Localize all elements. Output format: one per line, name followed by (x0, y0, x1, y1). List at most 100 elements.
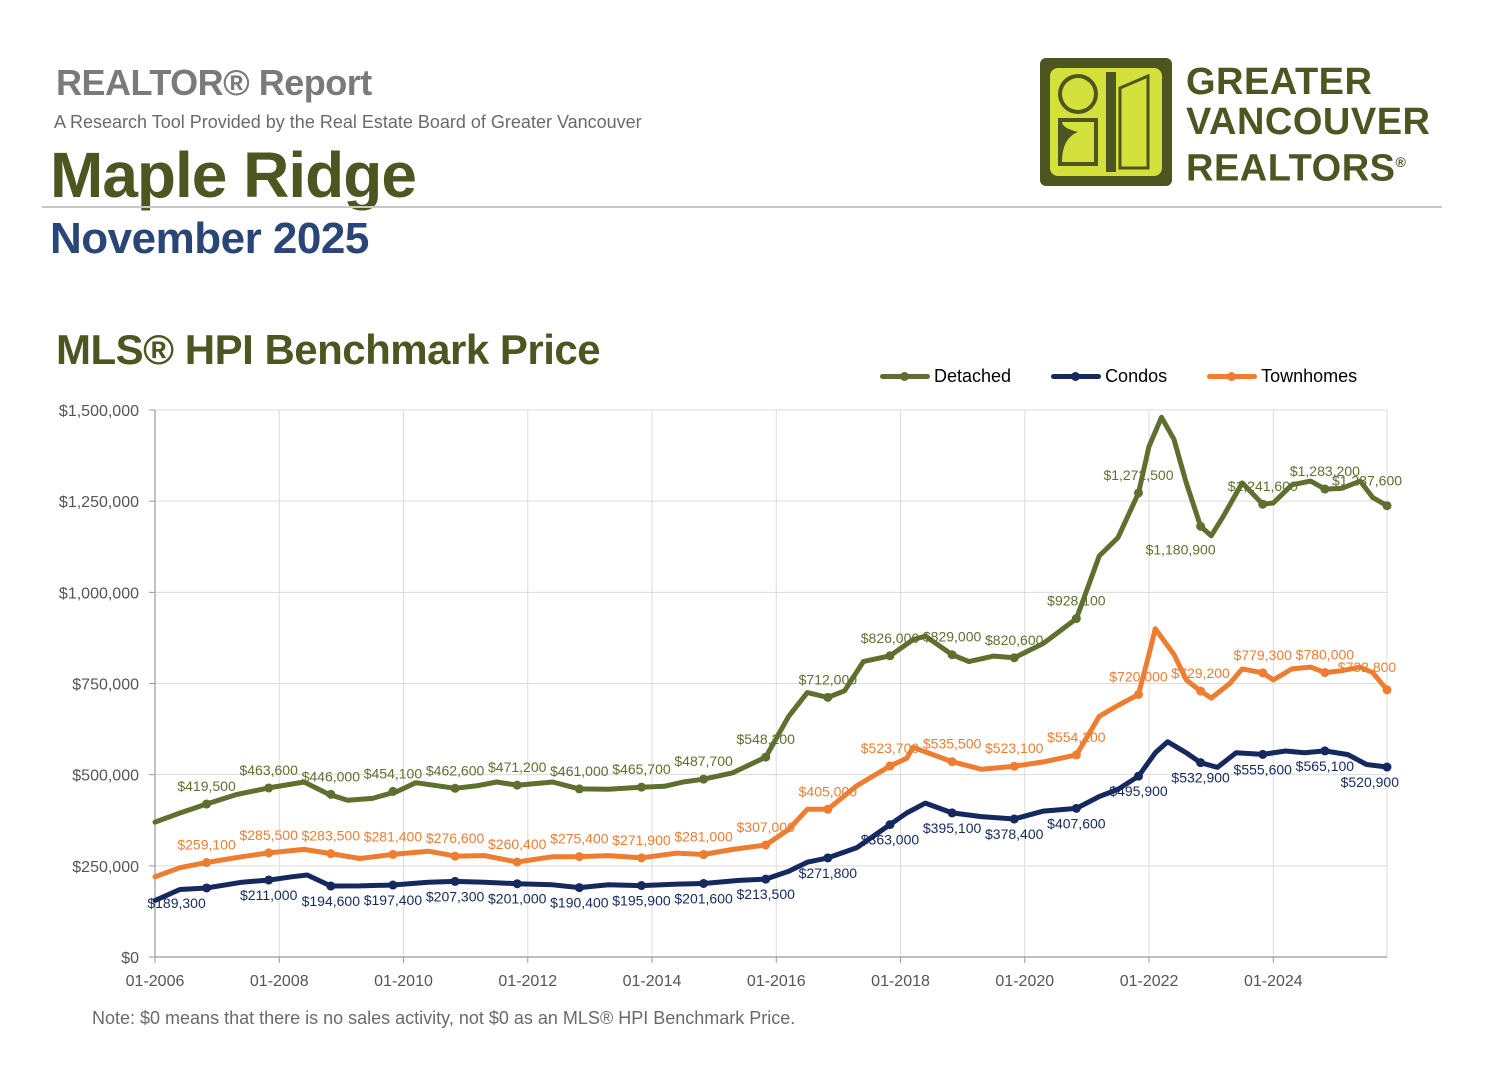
data-point-detached (885, 651, 895, 661)
data-label-detached: $826,000 (861, 630, 920, 646)
logo-line-3: REALTORS (1186, 147, 1396, 190)
y-tick-label: $750,000 (72, 677, 139, 694)
data-point-condos (1009, 814, 1019, 824)
data-label-detached: $487,700 (674, 753, 733, 769)
legend-swatch-detached (880, 372, 930, 381)
data-point-detached (202, 799, 212, 809)
data-point-detached (699, 774, 709, 784)
data-point-detached (450, 783, 460, 793)
data-label-townhomes: $732,800 (1338, 659, 1397, 675)
data-point-condos (450, 876, 460, 886)
data-label-condos: $190,400 (550, 895, 609, 911)
data-point-condos (885, 820, 895, 830)
data-label-detached: $1,180,900 (1146, 541, 1216, 557)
data-point-detached (1196, 521, 1206, 531)
report-subtitle: A Research Tool Provided by the Real Est… (54, 112, 642, 132)
data-point-condos (1196, 758, 1206, 768)
data-point-detached (1009, 653, 1019, 663)
y-tick-label: $1,250,000 (59, 494, 139, 511)
data-label-townhomes: $523,100 (985, 740, 1044, 756)
data-point-detached (1320, 484, 1330, 494)
data-point-condos (1382, 762, 1392, 772)
data-point-townhomes (1382, 685, 1392, 695)
data-point-townhomes (1009, 761, 1019, 771)
data-point-detached (1071, 614, 1081, 624)
data-point-condos (761, 874, 771, 884)
data-point-condos (1258, 749, 1268, 759)
data-point-condos (823, 853, 833, 863)
data-point-condos (947, 808, 957, 818)
data-point-townhomes (1320, 668, 1330, 678)
data-label-condos: $378,400 (985, 826, 1044, 842)
data-point-townhomes (264, 848, 274, 858)
footnote: Note: $0 means that there is no sales ac… (92, 1008, 796, 1028)
data-point-detached (264, 783, 274, 793)
legend-label-condos: Condos (1105, 366, 1168, 386)
data-label-detached: $1,241,600 (1228, 478, 1298, 494)
data-point-detached (761, 752, 771, 762)
legend-item-detached: Detached (880, 366, 1011, 387)
data-label-condos: $495,900 (1109, 783, 1168, 799)
data-label-condos: $195,900 (612, 893, 671, 909)
data-label-condos: $207,300 (426, 888, 485, 904)
data-point-condos (1071, 803, 1081, 813)
data-label-detached: $928,100 (1047, 593, 1106, 609)
data-label-detached: $462,600 (426, 762, 485, 778)
data-label-townhomes: $260,400 (488, 836, 547, 852)
data-label-townhomes: $729,200 (1171, 665, 1230, 681)
data-point-detached (823, 692, 833, 702)
data-point-townhomes (1133, 689, 1143, 699)
legend-item-condos: Condos (1051, 366, 1167, 387)
data-point-townhomes (885, 761, 895, 771)
data-point-townhomes (1196, 686, 1206, 696)
line-chart: $0 $250,000 $500,000 $750,000 $1,000,000 $1,2… (59, 403, 1402, 990)
x-tick-label: 01-2024 (1244, 973, 1303, 990)
report-period: November 2025 (50, 214, 369, 263)
data-label-condos: $194,600 (302, 893, 361, 909)
data-label-detached: $1,272,500 (1103, 467, 1173, 483)
data-label-townhomes: $307,000 (737, 819, 796, 835)
data-point-townhomes (326, 849, 336, 859)
data-label-detached: $820,600 (985, 632, 1044, 648)
data-label-townhomes: $535,500 (923, 736, 982, 752)
data-label-townhomes: $259,100 (177, 837, 236, 853)
data-point-townhomes (823, 804, 833, 814)
data-point-condos (1320, 746, 1330, 756)
data-point-condos (699, 878, 709, 888)
data-label-townhomes: $276,600 (426, 830, 485, 846)
report-label: REALTOR® Report (56, 62, 372, 103)
data-label-townhomes: $281,400 (364, 828, 423, 844)
data-point-detached (636, 782, 646, 792)
data-point-condos (512, 879, 522, 889)
data-label-townhomes: $405,000 (799, 783, 858, 799)
y-tick-label: $0 (121, 950, 139, 967)
data-point-townhomes (1071, 750, 1081, 760)
x-tick-label: 01-2008 (250, 973, 309, 990)
data-label-detached: $1,237,600 (1332, 473, 1402, 489)
data-label-condos: $189,300 (147, 895, 206, 911)
data-point-detached (388, 786, 398, 796)
data-label-townhomes: $275,400 (550, 831, 609, 847)
data-label-condos: $395,100 (923, 820, 982, 836)
data-label-detached: $454,100 (364, 765, 423, 781)
data-point-detached (1133, 488, 1143, 498)
series-line-detached (152, 414, 1390, 825)
y-tick-label: $1,000,000 (59, 585, 139, 602)
data-point-townhomes (761, 840, 771, 850)
data-label-detached: $446,000 (302, 768, 361, 784)
logo-registered-mark: ® (1395, 154, 1407, 170)
data-label-townhomes: $285,500 (239, 827, 298, 843)
data-point-detached (1382, 501, 1392, 511)
data-point-detached (947, 650, 957, 660)
data-label-condos: $211,000 (240, 887, 298, 903)
logo-mark-icon (1050, 68, 1162, 176)
data-label-townhomes: $271,900 (612, 832, 671, 848)
data-label-condos: $197,400 (364, 892, 423, 908)
data-point-detached (326, 789, 336, 799)
series-line-condos (152, 739, 1390, 903)
data-point-townhomes (574, 852, 584, 862)
data-point-townhomes (1258, 668, 1268, 678)
data-point-condos (1133, 771, 1143, 781)
logo-line-2: VANCOUVER (1186, 101, 1431, 143)
data-label-condos: $271,800 (799, 865, 858, 881)
